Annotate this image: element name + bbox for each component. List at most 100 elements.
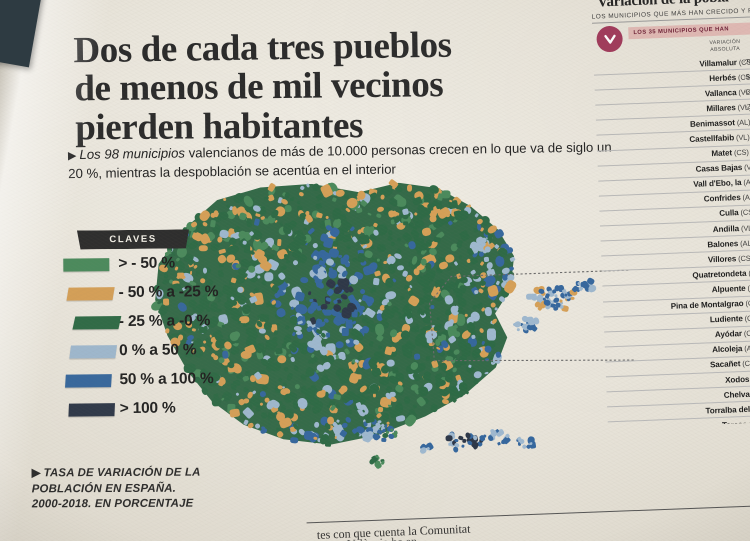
variation-value: -29	[744, 103, 750, 111]
legend-item: - 25 % a -0 %	[64, 307, 254, 337]
legend-item: - 50 % a -25 %	[63, 278, 253, 308]
page-title: Dos de cada tres pueblos de menos de mil…	[73, 22, 616, 152]
legend-header: CLAVES	[77, 229, 189, 249]
map-municipality-patch	[258, 327, 266, 334]
map-municipality-patch	[331, 196, 337, 203]
map-municipality-patch	[275, 347, 284, 355]
inset-frame-lines	[429, 269, 635, 362]
map-caption: ▶ TASA DE VARIACIÓN DE LA POBLACIÓN EN ES…	[32, 465, 282, 513]
caption-bullet-icon: ▶	[31, 467, 41, 480]
legend-label: - 25 % a -0 %	[118, 312, 211, 331]
map-municipality-patch	[305, 182, 310, 188]
headline-line-1: Dos de cada tres pueblos	[73, 24, 452, 72]
legend-item: 50 % a 100 %	[64, 365, 254, 395]
municipality-name: Alcoleja (AL)	[712, 344, 750, 355]
province-code: (VL)	[733, 132, 750, 143]
map-municipality-patch	[509, 256, 517, 263]
map-island-patch	[525, 444, 531, 451]
province-code: (CS)	[743, 328, 750, 339]
province-code: (AL)	[742, 192, 750, 203]
map-municipality-patch	[377, 258, 380, 262]
municipality-name: Vall d'Ebo, la (AL)	[693, 178, 750, 189]
legend-label: - 50 % a -25 %	[118, 283, 219, 302]
map-municipality-patch	[433, 236, 442, 243]
map-municipality-patch	[304, 431, 314, 441]
municipality-name: Benimassot (AL)	[689, 117, 750, 129]
legend-swatch	[66, 286, 115, 301]
province-code: (AL)	[743, 177, 750, 188]
municipality-name: Balones (AL)	[707, 238, 750, 249]
map-municipality-patch	[209, 219, 216, 227]
legend-label: > - 50 %	[118, 254, 175, 273]
municipality-name: Ludiente (CS)	[710, 314, 750, 325]
municipality-name: Sacañet (CS)	[710, 359, 750, 370]
map-island-patch	[453, 441, 460, 448]
map-municipality-patch	[299, 276, 309, 284]
map-municipality-patch	[340, 205, 346, 211]
municipality-name: Alpuente (VL)	[712, 283, 750, 294]
down-arrow-badge-icon	[596, 25, 624, 53]
legend-label: 50 % a 100 %	[119, 370, 214, 389]
province-code: (VL)	[740, 223, 750, 233]
municipality-name: Torralba del Pin	[705, 404, 750, 416]
municipality-name: Chelva (VL)	[724, 389, 750, 399]
province-code: (AL)	[746, 268, 750, 278]
map-municipality-patch	[429, 403, 439, 413]
municipality-name: Matet (CS)	[711, 147, 749, 159]
legend-header-label: CLAVES	[109, 233, 157, 246]
legend-item: > 100 %	[65, 394, 255, 424]
map-island-patch	[452, 446, 459, 454]
caption-line-3: 2000-2018. EN PORCENTAJE	[31, 498, 194, 511]
province-code: (AL)	[734, 117, 750, 128]
municipality-name: Quatretondeta (AL)	[692, 268, 750, 280]
province-code: (VL)	[747, 283, 750, 293]
map-municipality-patch	[483, 256, 490, 263]
map-municipality-patch	[276, 238, 282, 246]
map-municipality-patch	[377, 406, 384, 412]
map-municipality-patch	[376, 244, 381, 251]
bullet-triangle-icon: ▶	[67, 150, 77, 163]
sidebar-municipality-list: Villamalur (CS) -78 Herbés (CS) -54 Vallanca…	[593, 54, 750, 429]
province-code: (CS)	[737, 253, 750, 263]
legend-swatch	[65, 373, 112, 388]
province-code: (CS)	[744, 313, 750, 324]
legend-item: > - 50 %	[63, 249, 253, 279]
map-municipality-patch	[290, 437, 299, 444]
map-municipality-patch	[231, 206, 238, 216]
sidebar-band-label: LOS 35 MUNICIPIOS QUE HAN	[633, 26, 730, 37]
map-municipality-patch	[212, 210, 219, 218]
legend-item: 0 % a 50 %	[64, 336, 254, 366]
municipality-name: Millares (VL)	[706, 102, 750, 114]
legend-label: 0 % a 50 %	[119, 341, 197, 360]
caption-line-1: TASA DE VARIACIÓN DE LA	[43, 466, 201, 480]
map-municipality-patch	[261, 384, 268, 390]
map-island-patch	[381, 437, 386, 442]
variation-value: -78	[742, 57, 750, 66]
legend-swatch	[69, 344, 117, 359]
map-municipality-patch	[473, 379, 480, 385]
sidebar-variacion-poblacion: Variación de la pobla LOS MUNICIPIOS QUE…	[591, 0, 750, 429]
legend-swatch	[72, 315, 122, 330]
province-code: (CS)	[731, 147, 749, 158]
map-municipality-patch	[263, 271, 274, 282]
map-municipality-patch	[314, 369, 319, 374]
map-municipality-patch	[396, 197, 406, 208]
map-island-patch	[472, 434, 478, 441]
province-code: (AL)	[739, 238, 750, 248]
municipality-name: Culla (CS)	[719, 208, 750, 218]
province-code: (CS)	[745, 298, 750, 308]
map-island-patch	[448, 442, 452, 446]
municipality-name: Teresa (CS)	[722, 419, 750, 428]
headline-line-2: de menos de mil vecinos	[74, 64, 444, 110]
map-municipality-patch	[246, 218, 252, 225]
map-municipality-patch	[425, 239, 432, 247]
municipality-name: Casas Bajas (VL)	[696, 163, 750, 174]
sidebar-band: LOS 35 MUNICIPIOS QUE HAN	[628, 22, 750, 40]
municipality-name: Ayódar (CS)	[715, 329, 750, 340]
map-island-patch	[375, 454, 379, 458]
caption-line-2: POBLACIÓN EN ESPAÑA.	[31, 482, 177, 496]
map-legend: CLAVES > - 50 % - 50 % a -25 % - 25 % a -0…	[63, 229, 255, 424]
legend-label: > 100 %	[119, 399, 176, 418]
municipality-name: Pina de Montalgrao (CS)	[671, 298, 750, 311]
